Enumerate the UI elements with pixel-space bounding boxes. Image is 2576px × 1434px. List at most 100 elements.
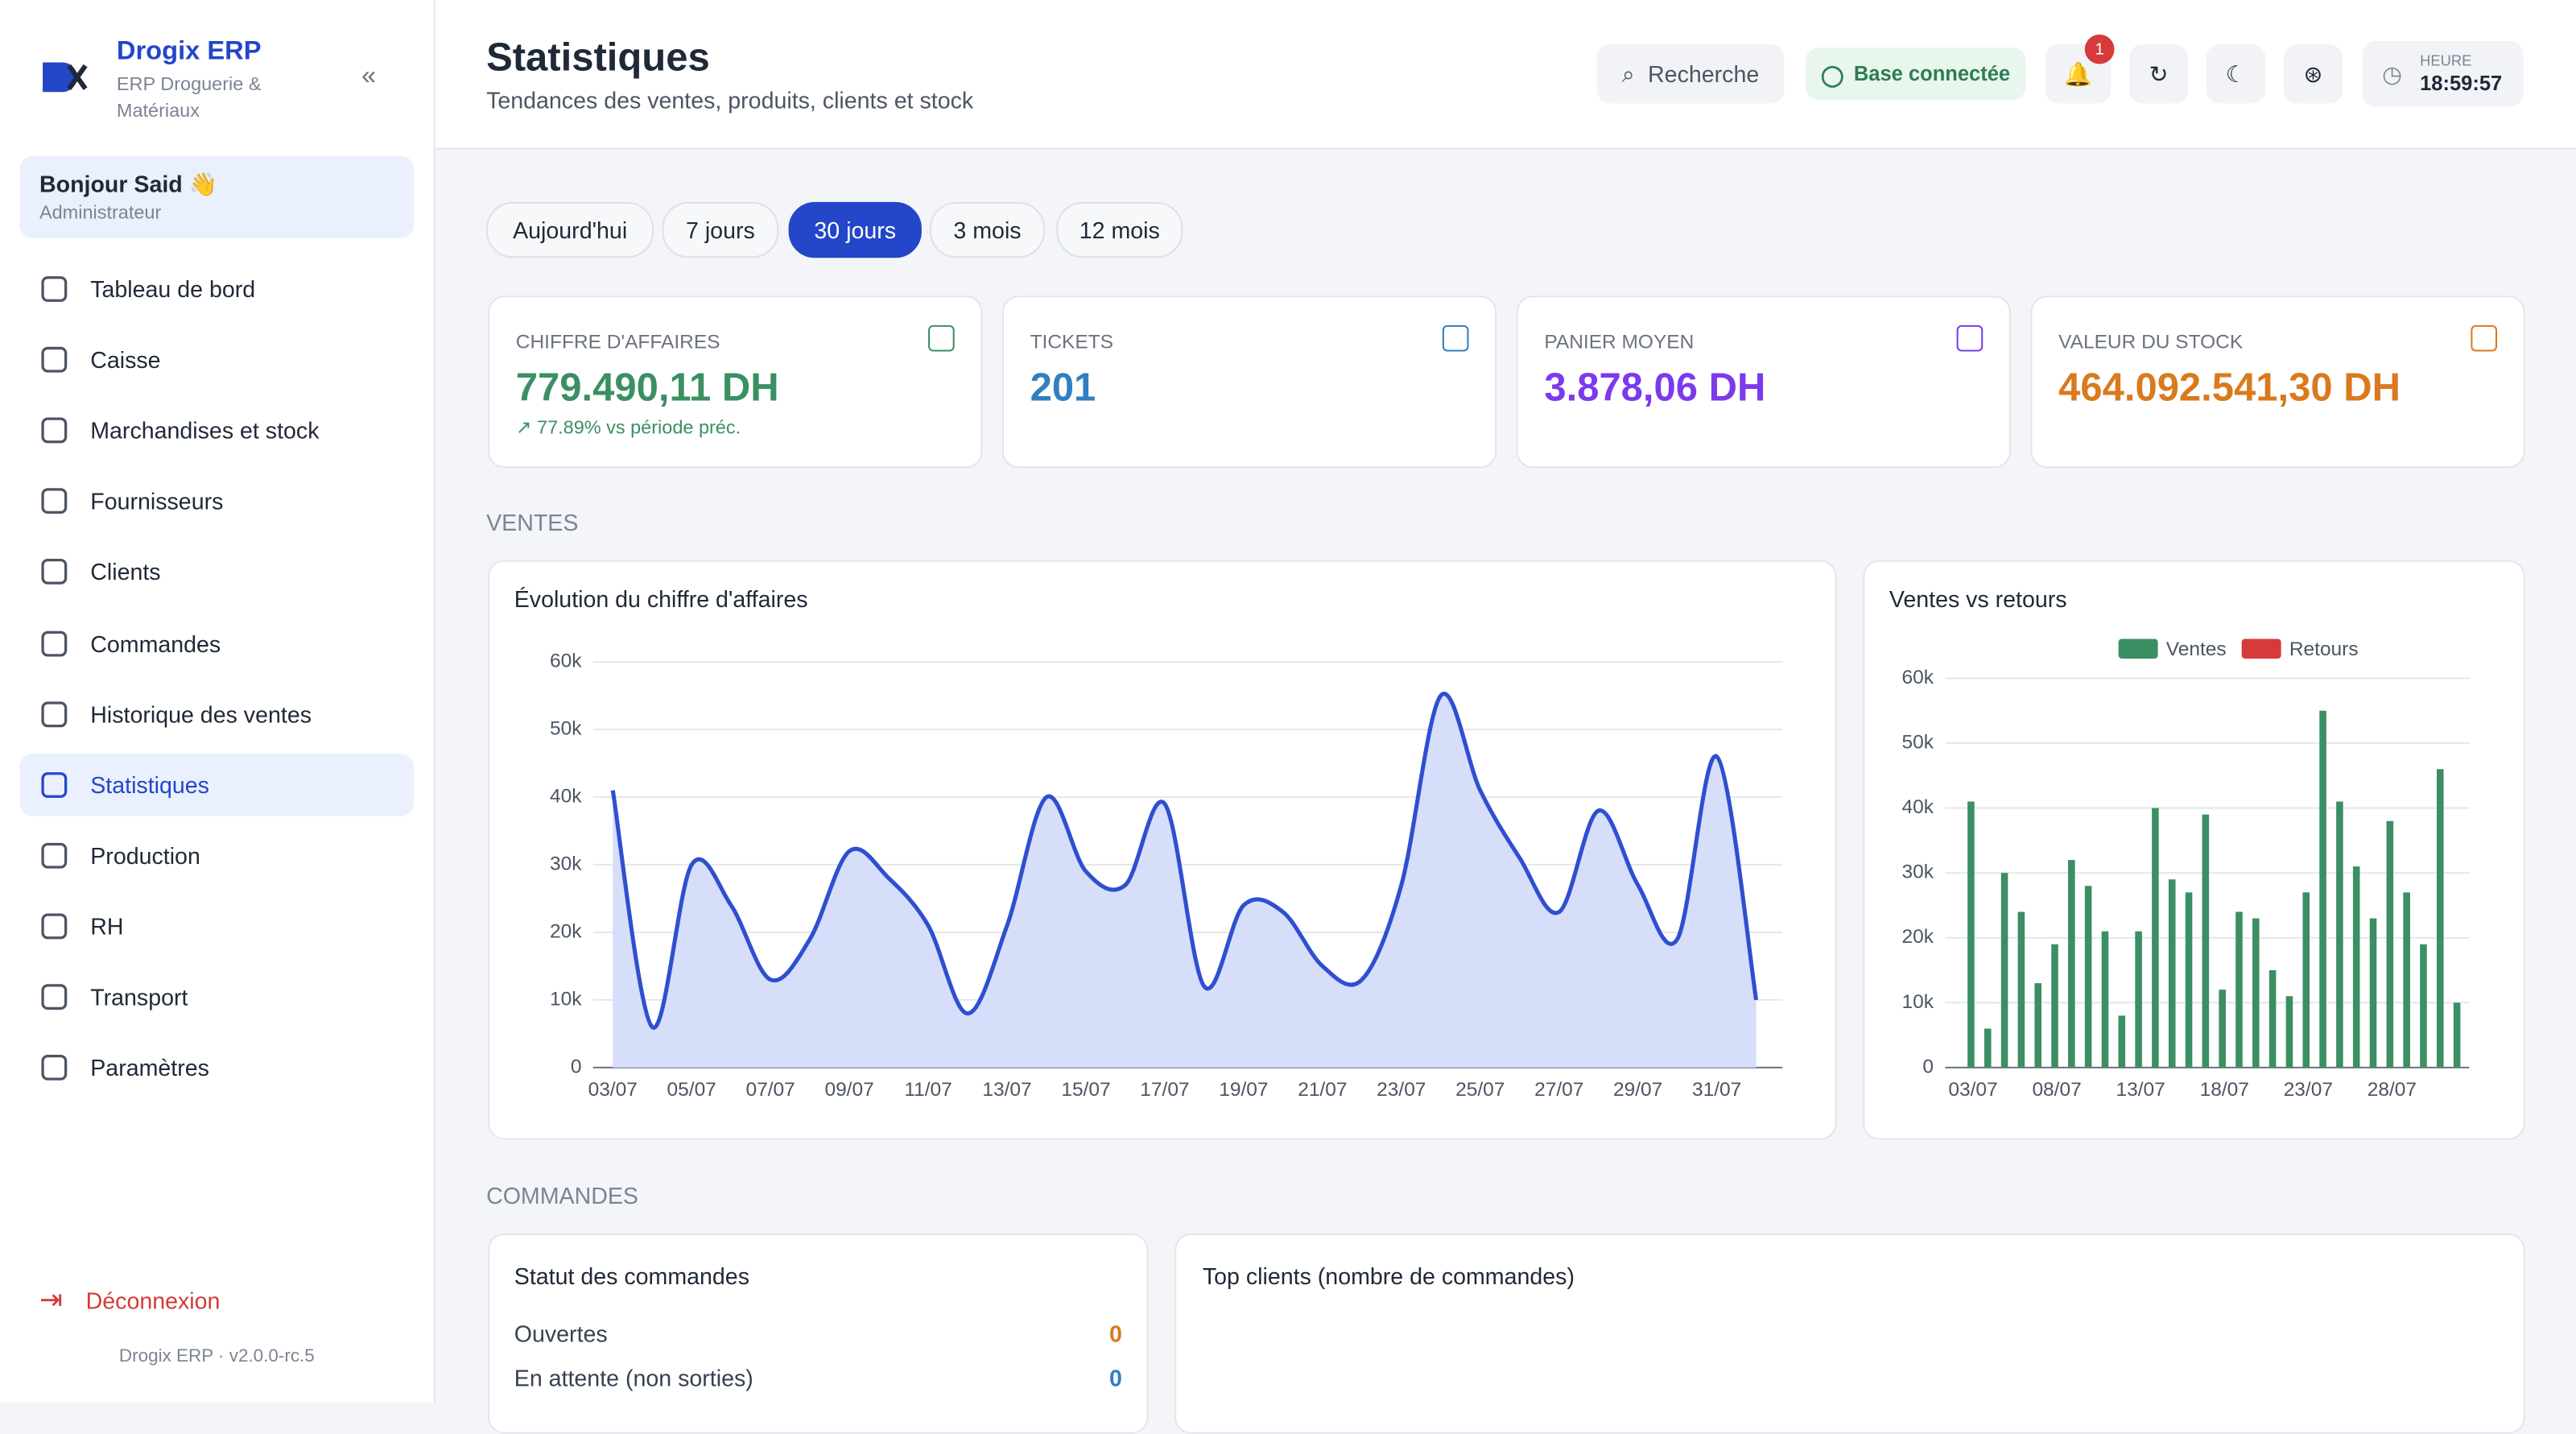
bar	[2369, 918, 2377, 1068]
filter-pill[interactable]: 7 jours	[662, 201, 779, 258]
nav-label: Historique des ventes	[90, 700, 312, 727]
filter-pill[interactable]: Aujourd'hui	[486, 201, 654, 258]
icon-shape	[41, 913, 68, 940]
icon-shape	[41, 984, 68, 1010]
icon-shape	[41, 276, 68, 302]
bar	[2302, 892, 2310, 1068]
bar	[2336, 801, 2343, 1068]
user-card: Bonjour Said 👋 Administrateur	[19, 155, 415, 238]
order-label: En attente (non sorties)	[514, 1365, 753, 1391]
nav-label: Marchandises et stock	[90, 417, 320, 444]
bar	[2068, 860, 2075, 1068]
chart-title: Évolution du chiffre d'affaires	[514, 587, 808, 613]
x-tick-label: 27/07	[1534, 1079, 1583, 1101]
nav-icon	[41, 913, 68, 940]
y-tick-label: 30k	[1902, 862, 1934, 883]
nav-label: Production	[90, 842, 200, 869]
bar	[2034, 983, 2041, 1068]
nav-item[interactable]: Caisse	[19, 329, 414, 391]
bar	[2386, 820, 2394, 1068]
x-tick-label: 05/07	[667, 1079, 716, 1101]
x-tick-label: 11/07	[904, 1079, 952, 1101]
nav-item[interactable]: Fournisseurs	[19, 470, 414, 533]
logout-label: Déconnexion	[85, 1287, 221, 1314]
theme[interactable]: ☾	[2206, 44, 2266, 104]
y-tick-label: 60k	[1902, 667, 1934, 688]
page-title: Statistiques	[486, 35, 710, 81]
x-tick-label: 21/07	[1298, 1079, 1347, 1101]
header: Statistiques Tendances des ventes, produ…	[435, 0, 2576, 150]
charts: Évolution du chiffre d'affaires 0 10k 20k 30…	[514, 587, 2470, 1101]
filter-pill[interactable]: 30 jours	[788, 201, 922, 258]
bar	[2352, 866, 2360, 1068]
order-value: 0	[1108, 1365, 1122, 1391]
bar	[2285, 996, 2293, 1068]
bar	[2436, 769, 2444, 1068]
y-tick-label: 50k	[1902, 731, 1934, 753]
filter-pill[interactable]: 12 mois	[1056, 201, 1183, 258]
nav-item[interactable]: Paramètres	[19, 1036, 414, 1099]
search[interactable]: ⌕ Recherche	[1596, 44, 1785, 104]
order-label: Ouvertes	[514, 1320, 608, 1347]
nav-item[interactable]: Statistiques	[19, 753, 415, 816]
nav-item[interactable]: Historique des ventes	[19, 683, 414, 746]
x-tick-label: 13/07	[982, 1079, 1031, 1101]
line	[610, 692, 1759, 1030]
kpi-card: PANIER MOYEN 3.878,06 DH	[1516, 295, 2011, 469]
sidebar: Drogix ERP ERP Droguerie & Matériaux « B…	[0, 0, 436, 1403]
nav-label: Fournisseurs	[90, 488, 224, 515]
collapse[interactable]: «	[361, 62, 377, 91]
bar	[2202, 814, 2210, 1068]
logout[interactable]: ⇥ Déconnexion	[39, 1284, 221, 1316]
nav-item[interactable]: Transport	[19, 965, 414, 1028]
bar	[2000, 873, 2008, 1068]
x-tick-label: 17/07	[1140, 1079, 1189, 1101]
nav-label: Tableau de bord	[90, 275, 256, 303]
nav-item[interactable]: Commandes	[19, 612, 414, 675]
nav-label: Commandes	[90, 630, 221, 656]
kpi-value: 201	[1030, 366, 1096, 411]
section-title: VENTES	[486, 509, 579, 535]
kpi-label: PANIER MOYEN	[1544, 329, 1695, 353]
refresh[interactable]: ↻	[2128, 44, 2189, 104]
page-subtitle: Tendances des ventes, produits, clients …	[486, 87, 974, 114]
x-tick-label: 15/07	[1061, 1079, 1110, 1101]
icon-shape	[41, 630, 68, 656]
time-label: HEURE	[2420, 52, 2472, 69]
area	[613, 693, 1757, 1068]
nav-item[interactable]: RH	[19, 895, 414, 957]
filter-pill[interactable]: 3 mois	[930, 201, 1045, 258]
nav-label: Clients	[90, 559, 161, 585]
nav-label: Paramètres	[90, 1054, 209, 1081]
kpi-icon	[1956, 324, 1984, 352]
nav-item[interactable]: Marchandises et stock	[19, 399, 414, 462]
nav-icon	[41, 417, 68, 444]
x-tick-label: 19/07	[1219, 1079, 1268, 1101]
x-tick-label: 31/07	[1692, 1079, 1741, 1101]
nav-icon	[41, 771, 68, 798]
kpi-card: CHIFFRE D'AFFAIRES 779.490,11 DH ↗ 77.89% …	[488, 295, 983, 469]
nav-item[interactable]: Clients	[19, 541, 414, 604]
kpi-icon	[2471, 324, 2498, 352]
status-label: Base connectée	[1853, 62, 2011, 86]
notifications[interactable]: 🔔 1	[2045, 34, 2115, 104]
nav-item[interactable]: Production	[19, 824, 414, 887]
x-tick-label: 07/07	[746, 1079, 795, 1101]
bar	[2319, 710, 2326, 1068]
nav-item[interactable]: Tableau de bord	[19, 258, 414, 320]
x-tick-label: 18/07	[2200, 1079, 2249, 1101]
x-tick-label: 08/07	[2032, 1079, 2081, 1101]
nav-icon	[41, 346, 68, 373]
x-tick-label: 09/07	[824, 1079, 873, 1101]
badge: 1	[2084, 34, 2115, 64]
x-tick-label: 25/07	[1455, 1079, 1505, 1101]
kpi-icon	[928, 324, 955, 352]
card-title: Top clients (nombre de commandes)	[1202, 1262, 1575, 1290]
nav-icon	[41, 488, 68, 515]
y-tick-label: 0	[1922, 1056, 1934, 1077]
bar	[2135, 931, 2142, 1068]
search-label: Recherche	[1648, 60, 1760, 88]
icon-shape	[41, 842, 68, 869]
nav-icon	[41, 276, 68, 302]
help[interactable]: ⊛	[2283, 44, 2343, 104]
